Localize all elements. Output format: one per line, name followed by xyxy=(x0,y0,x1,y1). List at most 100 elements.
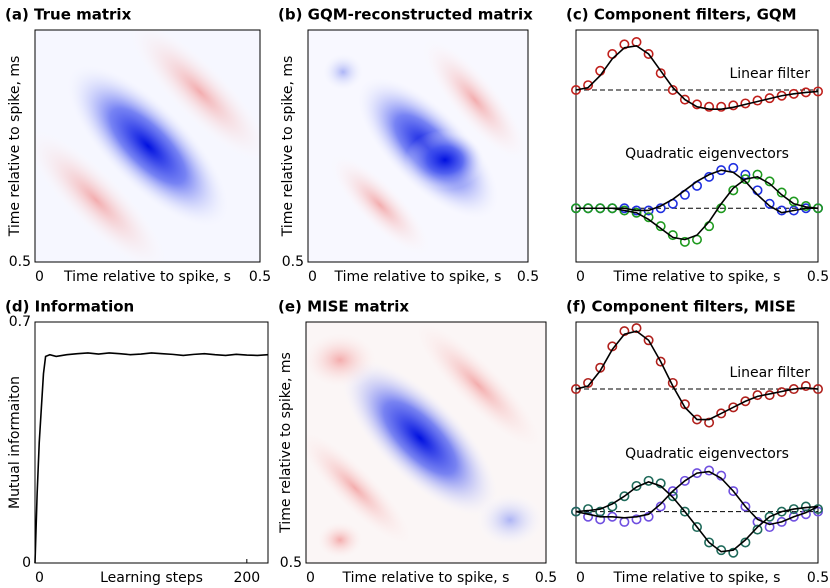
data-point xyxy=(655,478,666,489)
data-point xyxy=(776,516,787,527)
y-tick-label: 0.5 xyxy=(282,254,304,270)
annotation: Linear filter xyxy=(729,66,810,82)
data-point xyxy=(643,511,654,522)
data-point xyxy=(728,162,739,173)
line-series xyxy=(575,45,819,110)
panel-title: (c) Component filters, GQM xyxy=(566,6,797,24)
data-point xyxy=(704,101,715,112)
data-point xyxy=(764,522,775,533)
y-axis-label: Mutual informaiton xyxy=(7,376,23,509)
x-axis-label: Time relative to spike, s xyxy=(334,269,502,285)
x-tick-label: 0 xyxy=(35,570,44,586)
data-point xyxy=(728,402,739,413)
x-tick-label: 0.5 xyxy=(517,269,539,285)
data-point xyxy=(752,169,763,180)
data-point xyxy=(776,187,787,198)
y-tick-label: 0.5 xyxy=(9,254,31,270)
data-point xyxy=(752,524,763,535)
x-axis-label: Time relative to spike, s xyxy=(613,269,781,285)
heatmap-image xyxy=(308,30,528,262)
axes-frame xyxy=(575,29,819,263)
data-point xyxy=(679,399,690,410)
data-point xyxy=(679,506,690,517)
data-point xyxy=(716,101,727,112)
x-tick-label: 200 xyxy=(233,570,260,586)
x-tick-label: 0.5 xyxy=(807,570,829,586)
axes-frame xyxy=(307,29,529,263)
panel-title: (b) GQM-reconstructed matrix xyxy=(278,6,533,24)
data-point xyxy=(619,491,630,502)
panel-title: (e) MISE matrix xyxy=(278,298,409,316)
data-point xyxy=(800,380,811,391)
heatmap-image xyxy=(306,322,546,563)
x-axis-label: Time relative to spike, s xyxy=(613,570,781,586)
data-point xyxy=(655,356,666,367)
x-axis-label: Time relative to spike, s xyxy=(63,269,231,285)
data-point xyxy=(631,36,642,47)
data-point xyxy=(704,465,715,476)
data-point xyxy=(716,408,727,419)
data-point xyxy=(691,522,702,533)
data-point xyxy=(716,545,727,556)
data-point xyxy=(631,514,642,525)
data-point xyxy=(643,475,654,486)
annotation: Quadratic eigenvectors xyxy=(625,446,789,462)
data-point xyxy=(643,335,654,346)
data-point xyxy=(583,504,594,515)
annotation: Quadratic eigenvectors xyxy=(625,146,789,162)
x-tick-label: 0 xyxy=(35,269,44,285)
axes-frame xyxy=(34,321,269,564)
data-point xyxy=(764,198,775,209)
line-series xyxy=(575,470,819,526)
data-point xyxy=(570,384,581,395)
x-tick-label: 0.5 xyxy=(249,269,271,285)
y-axis-label: Time relative to spike, ms xyxy=(280,56,296,238)
data-point xyxy=(583,377,594,388)
line-series xyxy=(576,176,819,241)
data-point xyxy=(631,323,642,334)
panel-title: (d) Information xyxy=(5,298,134,316)
data-point xyxy=(570,85,581,96)
data-point xyxy=(619,516,630,527)
data-point xyxy=(667,85,678,96)
y-tick-label: 0.5 xyxy=(280,555,302,571)
data-point xyxy=(679,475,690,486)
axes-frame xyxy=(575,321,819,564)
data-point xyxy=(655,68,666,79)
line-series xyxy=(575,330,819,421)
line-series xyxy=(575,480,819,553)
annotation: Linear filter xyxy=(729,365,810,381)
data-point xyxy=(704,417,715,428)
x-tick-label: 0 xyxy=(576,269,585,285)
data-point xyxy=(595,506,606,517)
x-tick-label: 0 xyxy=(576,570,585,586)
data-point xyxy=(740,396,751,407)
x-axis-label: Time relative to spike, s xyxy=(342,570,510,586)
x-tick-label: 0.5 xyxy=(535,570,557,586)
data-point xyxy=(776,506,787,517)
x-tick-label: 0 xyxy=(306,570,315,586)
panel-title: (a) True matrix xyxy=(5,6,132,24)
data-point xyxy=(643,48,654,59)
heatmap-image xyxy=(35,30,260,262)
data-point xyxy=(704,221,715,232)
data-point xyxy=(752,185,763,196)
axes-frame xyxy=(305,321,547,564)
y-axis-label: Time relative to spike, ms xyxy=(278,352,294,534)
x-tick-label: 0.5 xyxy=(807,269,829,285)
data-point xyxy=(728,547,739,558)
x-axis-label: Learning steps xyxy=(100,570,203,586)
y-tick-label: 0 xyxy=(22,555,31,571)
data-point xyxy=(764,511,775,522)
axes-frame xyxy=(34,29,261,263)
data-point xyxy=(667,486,678,497)
y-tick-label: 0.7 xyxy=(9,314,31,330)
line-series xyxy=(34,352,269,564)
data-point xyxy=(728,100,739,111)
data-point xyxy=(704,537,715,548)
y-axis-label: Time relative to spike, ms xyxy=(7,56,23,238)
panel-title: (f) Component filters, MISE xyxy=(566,298,796,316)
data-point xyxy=(740,501,751,512)
data-point xyxy=(728,185,739,196)
